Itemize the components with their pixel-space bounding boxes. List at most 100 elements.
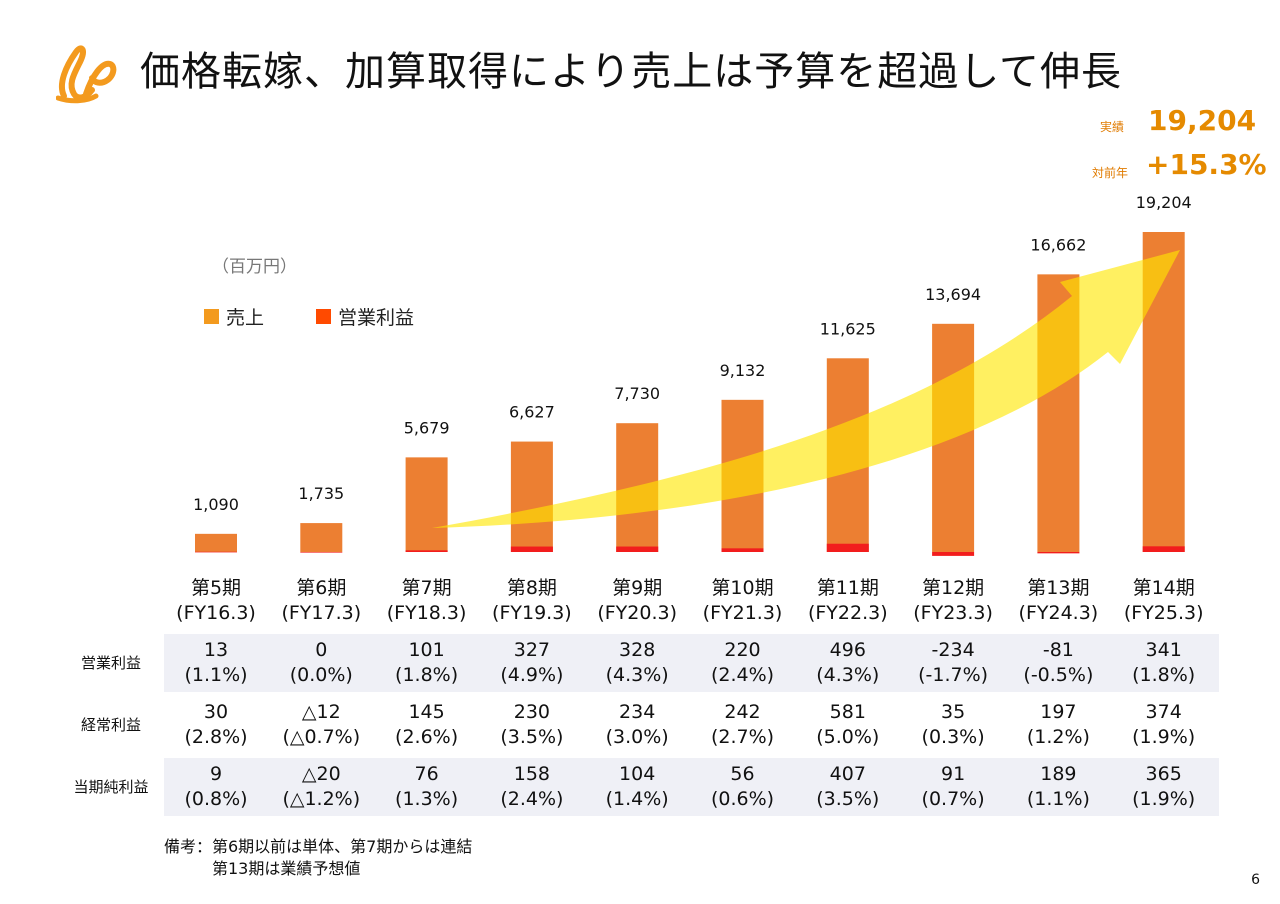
cell-ratio: (0.8%) <box>184 788 248 810</box>
table-row-label: 当期純利益 <box>73 778 149 796</box>
table-row-background <box>164 758 1219 816</box>
cell-ratio: (1.3%) <box>395 788 459 810</box>
table-cell: 581 (5.0%) <box>798 700 898 750</box>
cell-ratio: (1.8%) <box>395 664 459 686</box>
fiscal-year: (FY17.3) <box>281 602 362 624</box>
period-name: 第13期 <box>1027 577 1090 599</box>
cell-ratio: (-1.7%) <box>918 664 989 686</box>
table-cell: 220 (2.4%) <box>693 638 793 688</box>
cell-ratio: (△0.7%) <box>282 726 361 748</box>
sales-value-label: 6,627 <box>509 403 555 422</box>
page-title: 価格転嫁、加算取得により売上は予算を超過して伸長 <box>140 49 1122 95</box>
table-cell: 0 (0.0%) <box>271 638 371 688</box>
legend-operating-profit: 営業利益 <box>316 303 414 330</box>
operating-profit-bar <box>1037 552 1080 554</box>
cell-ratio: (2.4%) <box>710 664 775 686</box>
period-name: 第9期 <box>612 577 663 599</box>
cell-value: 104 <box>619 763 656 785</box>
cell-ratio: (2.7%) <box>710 726 775 748</box>
period-label: 第10期 (FY21.3) <box>693 576 793 626</box>
table-cell: 374 (1.9%) <box>1114 700 1214 750</box>
table-cell: 230 (3.5%) <box>482 700 582 750</box>
fiscal-year: (FY24.3) <box>1018 602 1099 624</box>
cell-value: 234 <box>619 701 656 723</box>
period-label: 第5期 (FY16.3) <box>166 576 266 626</box>
cell-value: △12 <box>301 701 341 723</box>
cell-value: 496 <box>829 639 866 661</box>
operating-profit-bar <box>616 546 659 552</box>
operating-profit-bar <box>510 546 553 552</box>
cell-ratio: (1.1%) <box>184 664 248 686</box>
table-cell: 104 (1.4%) <box>587 762 687 812</box>
cell-value: -234 <box>931 639 975 661</box>
operating-profit-bar <box>932 552 975 556</box>
cell-ratio: (2.8%) <box>184 726 248 748</box>
operating-profit-bar <box>405 550 448 552</box>
period-label: 第9期 (FY20.3) <box>587 576 687 626</box>
cell-ratio: (4.3%) <box>816 664 880 686</box>
period-name: 第7期 <box>401 577 452 599</box>
sales-value-label: 7,730 <box>614 384 660 403</box>
cell-value: 145 <box>408 701 445 723</box>
period-name: 第5期 <box>190 577 242 599</box>
table-cell: 101 (1.8%) <box>377 638 477 688</box>
actual-label: 実績 <box>1100 120 1125 134</box>
table-cell: △12 (△0.7%) <box>271 700 371 750</box>
table-cell: -234 (-1.7%) <box>903 638 1003 688</box>
cell-ratio: (3.0%) <box>605 726 669 748</box>
period-label: 第7期 (FY18.3) <box>377 576 477 626</box>
cell-value: 365 <box>1145 763 1182 785</box>
sales-value-label: 19,204 <box>1136 193 1192 212</box>
actual-value: 19,204 <box>1148 104 1257 137</box>
footnote-line-1: 備考：第6期以前は単体、第7期からは連結 <box>164 837 473 856</box>
cell-value: 242 <box>724 701 761 723</box>
cell-value: 581 <box>829 701 866 723</box>
fiscal-year: (FY18.3) <box>386 602 467 624</box>
cell-value: △20 <box>301 763 341 785</box>
table-cell: 234 (3.0%) <box>587 700 687 750</box>
growth-arrow <box>432 250 1180 528</box>
table-cell: 56 (0.6%) <box>693 762 793 812</box>
table-cell: 365 (1.9%) <box>1114 762 1214 812</box>
period-name: 第14期 <box>1132 577 1195 599</box>
chart-unit: （百万円） <box>212 257 297 277</box>
fiscal-year: (FY22.3) <box>807 602 888 624</box>
sales-bar <box>300 523 343 552</box>
table-cell: 189 (1.1%) <box>1008 762 1108 812</box>
period-label: 第8期 (FY19.3) <box>482 576 582 626</box>
cell-value: 197 <box>1040 701 1077 723</box>
period-label: 第11期 (FY22.3) <box>798 576 898 626</box>
table-cell: 13 (1.1%) <box>166 638 266 688</box>
fiscal-year: (FY25.3) <box>1123 602 1204 624</box>
cell-value: 230 <box>513 701 551 723</box>
cell-ratio: (1.1%) <box>1026 788 1090 810</box>
cell-value: -81 <box>1042 639 1074 661</box>
cell-value: 220 <box>724 639 761 661</box>
cell-ratio: (5.0%) <box>816 726 880 748</box>
cell-ratio: (1.8%) <box>1132 664 1196 686</box>
period-label: 第14期 (FY25.3) <box>1114 576 1214 626</box>
cell-ratio: (1.9%) <box>1132 726 1196 748</box>
sales-bar <box>405 457 448 552</box>
cell-ratio: (3.5%) <box>816 788 880 810</box>
cell-ratio: (0.7%) <box>921 788 985 810</box>
table-cell: 76 (1.3%) <box>377 762 477 812</box>
fiscal-year: (FY20.3) <box>597 602 678 624</box>
period-label: 第6期 (FY17.3) <box>271 576 371 626</box>
table-cell: 91 (0.7%) <box>903 762 1003 812</box>
cell-value: 101 <box>408 639 445 661</box>
table-cell: 197 (1.2%) <box>1008 700 1108 750</box>
table-cell: 158 (2.4%) <box>482 762 582 812</box>
cell-ratio: (1.2%) <box>1026 726 1090 748</box>
table-cell: 35 (0.3%) <box>903 700 1003 750</box>
table-row-background <box>164 634 1219 692</box>
fiscal-year: (FY21.3) <box>702 602 783 624</box>
cell-ratio: (2.6%) <box>395 726 459 748</box>
period-name: 第6期 <box>296 577 347 599</box>
period-label: 第13期 (FY24.3) <box>1008 576 1108 626</box>
yoy-label: 対前年 <box>1092 166 1129 180</box>
table-cell: 145 (2.6%) <box>377 700 477 750</box>
yoy-value: +15.3% <box>1146 148 1267 181</box>
legend-operating-profit-swatch <box>316 309 331 324</box>
period-name: 第10期 <box>711 577 774 599</box>
